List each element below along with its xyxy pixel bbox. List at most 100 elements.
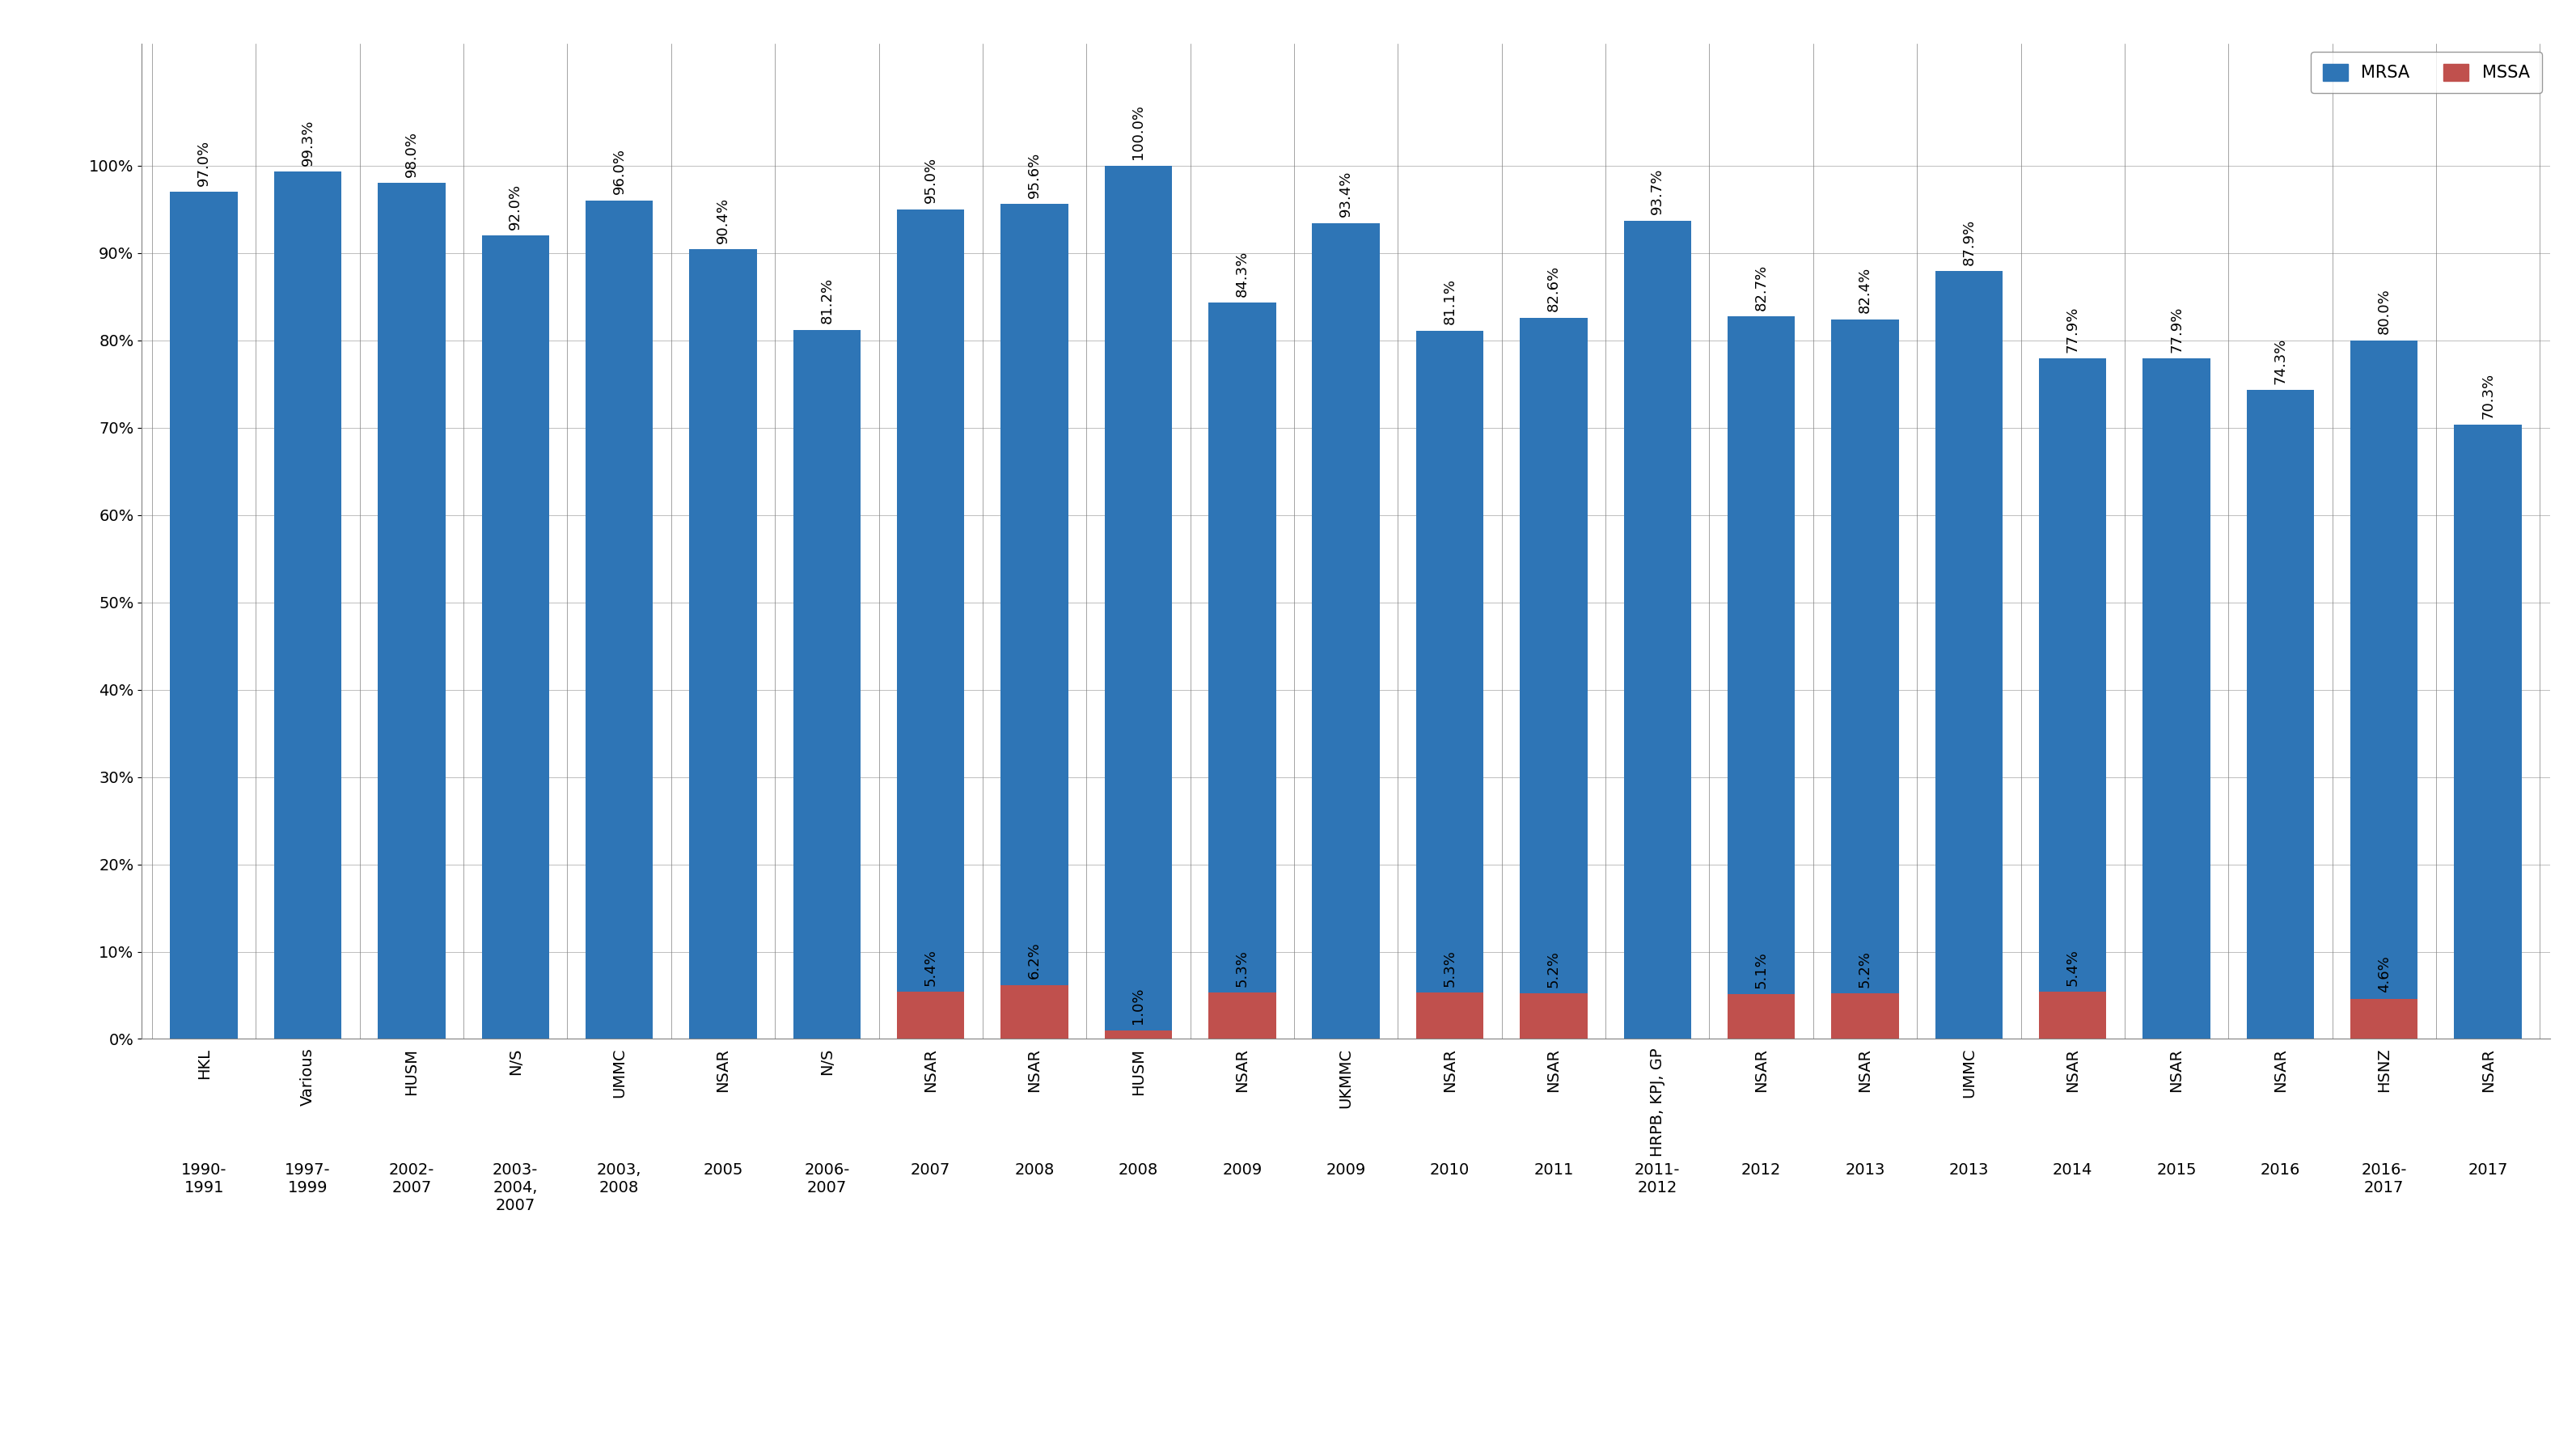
Text: 80.0%: 80.0% — [2378, 289, 2391, 335]
Bar — [1105, 166, 1172, 1039]
Text: 70.3%: 70.3% — [2481, 372, 2496, 418]
Text: 2003-
2004,
2007: 2003- 2004, 2007 — [492, 1163, 538, 1214]
Bar — [1623, 221, 1692, 1039]
Text: HUSM: HUSM — [1131, 1048, 1146, 1095]
Text: 5.4%: 5.4% — [2066, 948, 2079, 986]
Bar — [2143, 358, 2210, 1039]
Text: UMMC: UMMC — [611, 1048, 626, 1098]
Text: 5.4%: 5.4% — [922, 948, 938, 986]
Text: 2016: 2016 — [2259, 1163, 2300, 1177]
Text: 1997-
1999: 1997- 1999 — [286, 1163, 330, 1196]
Bar — [2455, 424, 2522, 1039]
Bar — [1208, 993, 1275, 1039]
Text: 2016-
2017: 2016- 2017 — [2362, 1163, 2406, 1196]
Text: 2012: 2012 — [1741, 1163, 1780, 1177]
Text: N/S: N/S — [819, 1048, 835, 1075]
Text: 2011-
2012: 2011- 2012 — [1636, 1163, 1680, 1196]
Text: NSAR: NSAR — [2481, 1048, 2496, 1092]
Text: 87.9%: 87.9% — [1960, 219, 1976, 266]
Text: 2008: 2008 — [1118, 1163, 1159, 1177]
Bar — [2040, 358, 2107, 1039]
Text: 92.0%: 92.0% — [507, 183, 523, 229]
Text: 82.7%: 82.7% — [1754, 264, 1770, 310]
Bar — [1417, 330, 1484, 1039]
Bar — [2246, 390, 2313, 1039]
Bar — [896, 209, 963, 1039]
Bar — [379, 183, 446, 1039]
Text: 93.7%: 93.7% — [1651, 167, 1664, 215]
Bar — [1311, 224, 1381, 1039]
Text: 90.4%: 90.4% — [716, 198, 732, 244]
Text: 1990-
1991: 1990- 1991 — [180, 1163, 227, 1196]
Bar — [2040, 991, 2107, 1039]
Text: 96.0%: 96.0% — [613, 149, 626, 195]
Bar — [1520, 317, 1587, 1039]
Text: 95.0%: 95.0% — [922, 157, 938, 203]
Bar — [1728, 316, 1795, 1039]
Bar — [690, 250, 757, 1039]
Text: HSNZ: HSNZ — [2378, 1048, 2391, 1092]
Text: NSAR: NSAR — [1028, 1048, 1043, 1092]
Text: 82.6%: 82.6% — [1546, 266, 1561, 312]
Text: HRPB, KPJ, GP: HRPB, KPJ, GP — [1649, 1048, 1664, 1157]
Text: NSAR: NSAR — [2272, 1048, 2287, 1092]
Bar — [1105, 1030, 1172, 1039]
Text: NSAR: NSAR — [1546, 1048, 1561, 1092]
Text: NSAR: NSAR — [922, 1048, 938, 1092]
Text: 77.9%: 77.9% — [2066, 306, 2079, 352]
Bar — [1417, 993, 1484, 1039]
Text: 5.3%: 5.3% — [1443, 949, 1458, 987]
Text: 2015: 2015 — [2156, 1163, 2197, 1177]
Legend: MRSA, MSSA: MRSA, MSSA — [2311, 52, 2543, 92]
Text: 74.3%: 74.3% — [2272, 338, 2287, 384]
Text: 1.0%: 1.0% — [1131, 987, 1146, 1025]
Bar — [896, 991, 963, 1039]
Bar — [999, 984, 1069, 1039]
Text: NSAR: NSAR — [2169, 1048, 2184, 1092]
Bar — [585, 201, 652, 1039]
Text: UKMMC: UKMMC — [1340, 1048, 1352, 1108]
Text: NSAR: NSAR — [716, 1048, 732, 1092]
Bar — [2349, 999, 2419, 1039]
Text: 5.2%: 5.2% — [1857, 951, 1873, 987]
Text: NSAR: NSAR — [1234, 1048, 1249, 1092]
Bar — [1832, 994, 1899, 1039]
Text: 2013: 2013 — [1950, 1163, 1989, 1177]
Bar — [1728, 994, 1795, 1039]
Text: 84.3%: 84.3% — [1234, 250, 1249, 297]
Text: 82.4%: 82.4% — [1857, 267, 1873, 313]
Bar — [482, 235, 549, 1039]
Text: 93.4%: 93.4% — [1340, 170, 1352, 216]
Text: 2009: 2009 — [1327, 1163, 1365, 1177]
Text: 2002-
2007: 2002- 2007 — [389, 1163, 435, 1196]
Text: 81.1%: 81.1% — [1443, 278, 1458, 325]
Text: NSAR: NSAR — [1754, 1048, 1770, 1092]
Bar — [999, 203, 1069, 1039]
Text: 95.6%: 95.6% — [1028, 152, 1041, 198]
Text: 2007: 2007 — [912, 1163, 951, 1177]
Text: 4.6%: 4.6% — [2378, 955, 2391, 993]
Text: 99.3%: 99.3% — [301, 120, 314, 166]
Text: 2006-
2007: 2006- 2007 — [804, 1163, 850, 1196]
Text: 81.2%: 81.2% — [819, 277, 835, 323]
Bar — [1832, 319, 1899, 1039]
Text: 77.9%: 77.9% — [2169, 306, 2184, 352]
Text: HKL: HKL — [196, 1048, 211, 1079]
Text: 97.0%: 97.0% — [196, 140, 211, 186]
Text: NSAR: NSAR — [1857, 1048, 1873, 1092]
Text: Various: Various — [301, 1048, 314, 1105]
Text: HUSM: HUSM — [404, 1048, 420, 1095]
Bar — [273, 172, 343, 1039]
Bar — [170, 192, 237, 1039]
Text: N/S: N/S — [507, 1048, 523, 1075]
Text: 2009: 2009 — [1221, 1163, 1262, 1177]
Text: 2010: 2010 — [1430, 1163, 1471, 1177]
Text: 2003,
2008: 2003, 2008 — [598, 1163, 641, 1196]
Text: NSAR: NSAR — [2066, 1048, 2081, 1092]
Bar — [793, 330, 860, 1039]
Text: 2008: 2008 — [1015, 1163, 1054, 1177]
Text: 5.1%: 5.1% — [1754, 951, 1770, 988]
Text: 100.0%: 100.0% — [1131, 104, 1146, 160]
Text: 2014: 2014 — [2053, 1163, 2092, 1177]
Text: 2005: 2005 — [703, 1163, 742, 1177]
